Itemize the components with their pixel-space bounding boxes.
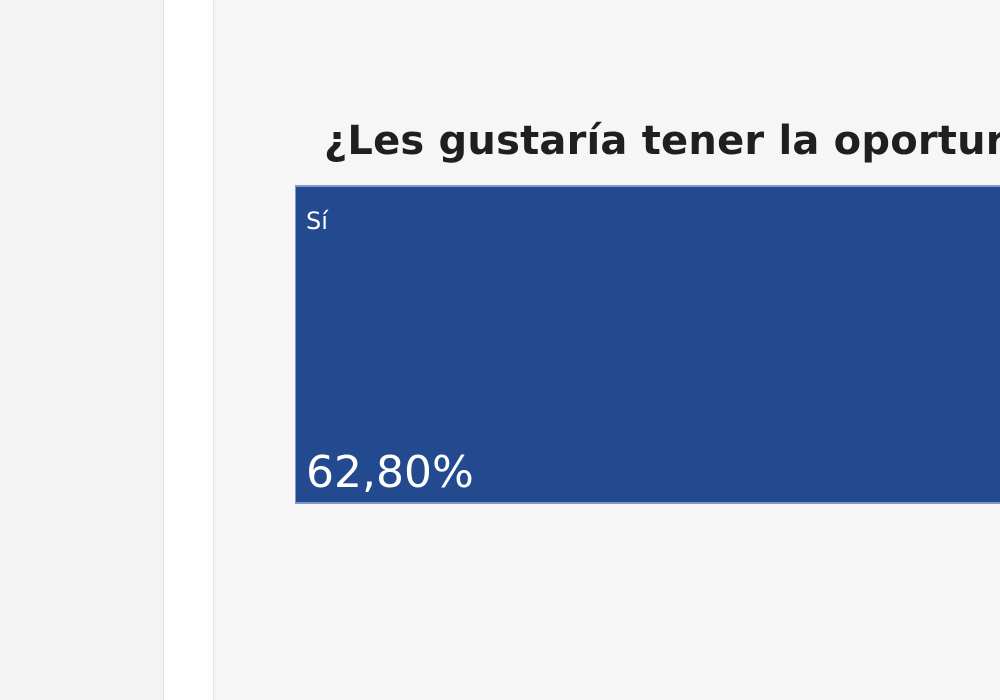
chart-title: ¿Les gustaría tener la oportur <box>324 118 1000 164</box>
treemap-chart[interactable]: Sí 62,80% <box>295 185 1000 504</box>
report-canvas: ¿Les gustaría tener la oportur Sí 62,80% <box>216 0 1000 700</box>
left-pane <box>0 0 163 700</box>
treemap-tile-si[interactable]: Sí 62,80% <box>295 185 1000 504</box>
tile-value: 62,80% <box>306 447 474 498</box>
scroll-gutter <box>163 0 214 700</box>
tile-label: Sí <box>306 207 328 235</box>
